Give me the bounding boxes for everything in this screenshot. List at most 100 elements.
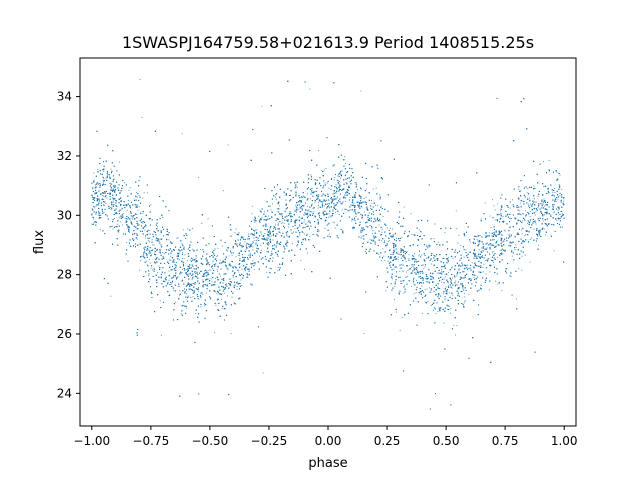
data-point [473,276,475,278]
data-point [404,256,406,258]
data-point [303,204,305,206]
data-point [554,187,556,189]
data-point [552,206,554,208]
data-point [493,205,495,207]
data-point [495,280,497,282]
data-point [381,231,383,233]
data-point [217,267,219,269]
data-point [543,201,545,203]
data-point [489,271,491,273]
data-point [460,291,462,293]
data-point [115,194,117,196]
data-point [119,192,121,194]
data-point [208,278,210,280]
data-point [133,214,135,216]
data-point [413,277,415,279]
data-point [504,230,506,232]
data-point [411,234,413,236]
data-point [252,249,254,251]
data-point [358,212,360,214]
data-point [206,257,208,259]
data-point [142,212,144,214]
data-point [387,260,389,262]
data-point [371,199,373,201]
data-point [463,256,465,258]
data-point [515,246,517,248]
data-point [276,241,278,243]
data-point [468,293,470,295]
data-point [475,257,477,259]
data-point [309,88,311,90]
data-point [458,268,460,270]
data-point [413,253,415,255]
data-point [204,305,206,307]
data-point [102,203,104,205]
data-point [227,269,229,271]
data-point [446,308,448,310]
data-point [451,267,453,269]
data-point [148,249,150,251]
data-point [425,301,427,303]
data-point [256,237,258,239]
data-point [277,270,279,272]
data-point [365,188,367,190]
data-point [464,296,466,298]
data-point [228,255,230,257]
data-point [141,116,143,118]
data-point [520,229,522,231]
data-point [441,281,443,283]
data-point [431,263,433,265]
data-point [241,268,243,270]
data-point [227,268,229,270]
data-point [336,179,338,181]
data-point [482,271,484,273]
data-point [302,231,304,233]
data-point [344,200,346,202]
data-point [142,222,144,224]
data-point [336,196,338,198]
data-point [431,278,433,280]
data-point [303,268,305,270]
data-point [515,244,517,246]
data-point [92,218,94,220]
data-point [328,216,330,218]
data-point [457,242,459,244]
data-point [455,280,457,282]
data-point [324,227,326,229]
data-point [235,228,237,230]
data-point [126,241,128,243]
data-point [330,216,332,218]
data-point [93,172,95,174]
data-point [519,202,521,204]
data-point [119,161,121,163]
data-point [201,270,203,272]
data-point [244,241,246,243]
data-point [469,241,471,243]
data-point [182,257,184,259]
data-point [189,284,191,286]
data-point [299,223,301,225]
data-point [103,211,105,213]
data-point [261,105,263,107]
data-point [236,288,238,290]
data-point [490,245,492,247]
data-point [426,257,428,259]
data-point [525,210,526,212]
data-point [365,196,367,198]
data-point [393,268,395,270]
data-point [91,208,93,210]
data-point [231,254,233,256]
data-point [101,195,103,197]
data-point [501,253,503,255]
data-point [422,278,424,280]
data-point [343,188,345,190]
data-point [226,295,228,297]
data-point [149,237,151,239]
data-point [258,255,260,257]
data-point [543,228,545,230]
data-point [351,220,353,222]
data-point [95,205,97,207]
data-point [397,258,399,260]
data-point [129,205,131,207]
data-point [246,245,248,247]
